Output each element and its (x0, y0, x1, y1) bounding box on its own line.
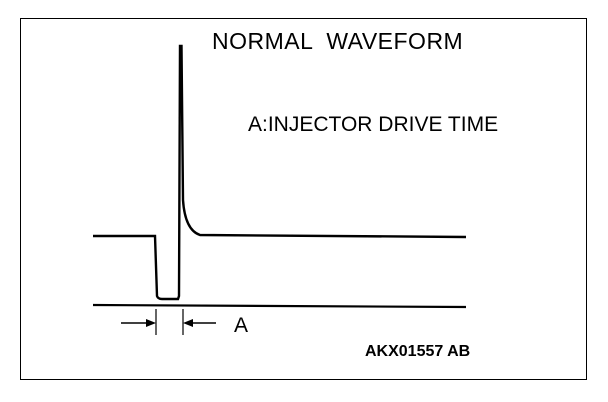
diagram-frame (20, 18, 587, 380)
dimension-arrow-left-head (146, 319, 156, 327)
diagram-title: NORMAL WAVEFORM (212, 28, 464, 54)
figure-code: AKX01557 AB (365, 343, 471, 360)
injector-waveform (93, 44, 467, 301)
dimension-label-a: A (234, 314, 249, 337)
dimension-arrow-right-head (183, 319, 193, 327)
baseline (92, 303, 467, 309)
legend-injector-drive-time: A:INJECTOR DRIVE TIME (248, 113, 499, 136)
